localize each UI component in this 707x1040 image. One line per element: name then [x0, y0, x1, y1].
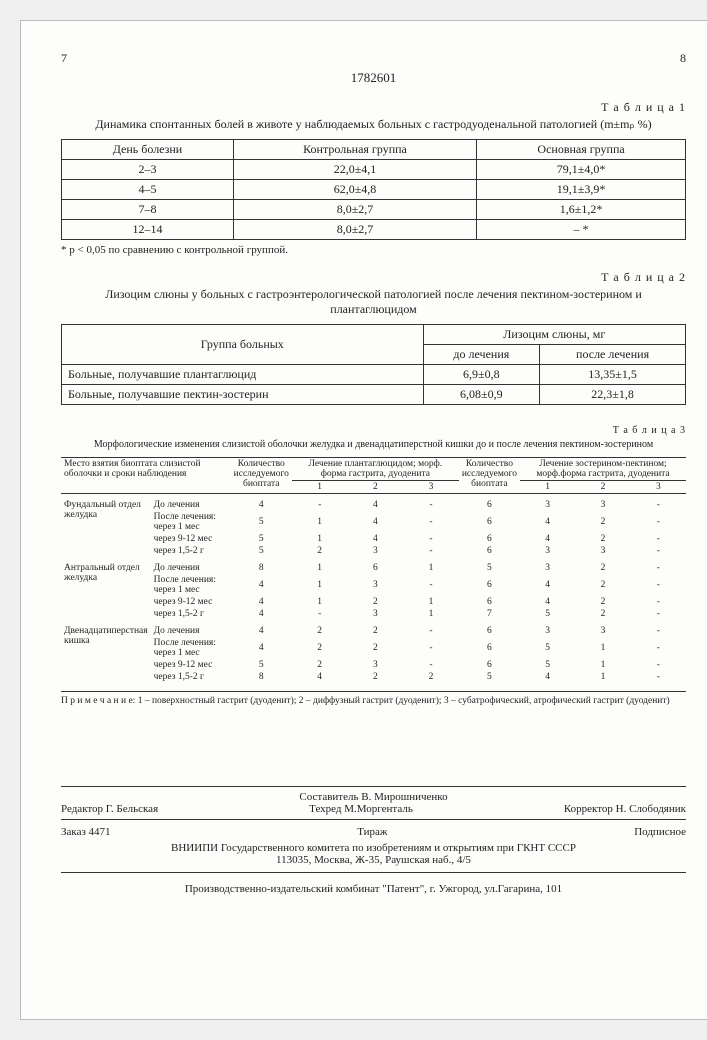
table3-note: П р и м е ч а н и е: 1 – поверхностный г…: [61, 691, 686, 706]
table2-caption: Лизоцим слюны у больных с гастроэнтероло…: [61, 287, 686, 318]
section-name: Фундальный отдел желудка: [61, 493, 151, 557]
table3: Место взятия биоптата слизистой оболочки…: [61, 457, 686, 683]
section-name: Двенадцатиперстная кишка: [61, 620, 151, 683]
credits-block: Составитель В. Мирошниченко Редактор Г. …: [61, 786, 686, 820]
printing-plant: Производственно-издательский комбинат "П…: [61, 873, 686, 905]
table2-label: Т а б л и ц а 2: [61, 270, 686, 285]
order-row: Заказ 4471 Тираж Подписное: [61, 822, 686, 838]
table3-caption: Морфологические изменения слизистой обол…: [61, 438, 686, 451]
table3-label: Т а б л и ц а 3: [61, 425, 686, 436]
table1-label: Т а б л и ц а 1: [61, 100, 686, 115]
table1-footnote: * р < 0,05 по сравнению с контрольной гр…: [61, 244, 686, 256]
publisher: ВНИИПИ Государственного комитета по изоб…: [61, 838, 686, 873]
t1-col0: День болезни: [62, 139, 234, 159]
t1-col1: Контрольная группа: [233, 139, 476, 159]
page-right: 8: [680, 51, 686, 66]
t1-col2: Основная группа: [477, 139, 686, 159]
table1: День болезни Контрольная группа Основная…: [61, 139, 686, 240]
table2: Группа больных Лизоцим слюны, мг до лече…: [61, 324, 686, 405]
section-name: Антральный отдел желудка: [61, 557, 151, 620]
doc-number: 1782601: [61, 70, 686, 86]
table1-caption: Динамика спонтанных болей в животе у наб…: [61, 117, 686, 133]
page-left: 7: [61, 51, 67, 66]
